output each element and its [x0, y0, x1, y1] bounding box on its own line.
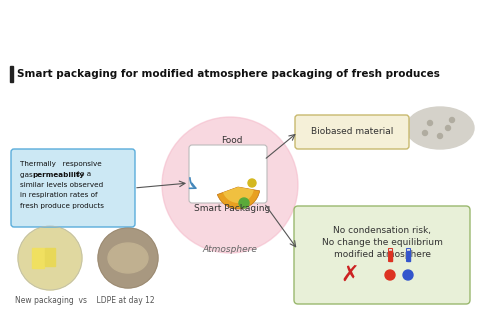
Wedge shape	[217, 187, 260, 209]
Circle shape	[445, 126, 451, 130]
Text: ✗: ✗	[341, 265, 360, 285]
Bar	[32, 248, 44, 268]
Text: No change the equilibrium: No change the equilibrium	[322, 238, 443, 247]
Text: Biobased material: Biobased material	[311, 127, 393, 136]
Bar	[10, 66, 13, 82]
FancyBboxPatch shape	[189, 145, 267, 203]
Bar	[388, 248, 392, 261]
Circle shape	[385, 270, 395, 280]
Circle shape	[449, 118, 455, 123]
FancyBboxPatch shape	[295, 115, 409, 149]
Circle shape	[18, 226, 82, 290]
Text: New packaging  vs    LDPE at day 12: New packaging vs LDPE at day 12	[15, 296, 155, 305]
Bar	[407, 251, 409, 261]
Text: Smart packaging for modified atmosphere packaging of fresh produces: Smart packaging for modified atmosphere …	[17, 69, 440, 79]
Circle shape	[248, 179, 256, 187]
Bar	[406, 248, 410, 261]
Text: Smart Packaging: Smart Packaging	[194, 204, 270, 213]
Circle shape	[422, 130, 428, 135]
Text: gas: gas	[20, 171, 35, 177]
FancyBboxPatch shape	[11, 149, 135, 227]
Circle shape	[162, 117, 298, 253]
Text: similar levels observed: similar levels observed	[20, 182, 103, 188]
Bar	[406, 248, 410, 261]
Ellipse shape	[108, 243, 148, 273]
Wedge shape	[223, 187, 254, 203]
Bar	[388, 251, 392, 261]
FancyBboxPatch shape	[294, 206, 470, 304]
Circle shape	[239, 198, 249, 208]
Circle shape	[403, 270, 413, 280]
Text: No condensation risk,: No condensation risk,	[333, 226, 431, 235]
Bar	[45, 248, 55, 266]
Text: modified atmosphere: modified atmosphere	[334, 250, 431, 259]
Text: to a: to a	[75, 171, 91, 177]
Text: Food: Food	[221, 136, 243, 145]
Bar	[388, 248, 392, 261]
Ellipse shape	[406, 107, 474, 149]
Text: Atmosphere: Atmosphere	[203, 245, 257, 254]
Circle shape	[437, 133, 443, 138]
Text: fresh produce products: fresh produce products	[20, 203, 104, 209]
Circle shape	[428, 121, 432, 126]
Text: in respiration rates of: in respiration rates of	[20, 193, 97, 199]
Text: Thermally   responsive: Thermally responsive	[20, 161, 102, 167]
Circle shape	[98, 228, 158, 288]
Text: permeability: permeability	[32, 171, 84, 177]
